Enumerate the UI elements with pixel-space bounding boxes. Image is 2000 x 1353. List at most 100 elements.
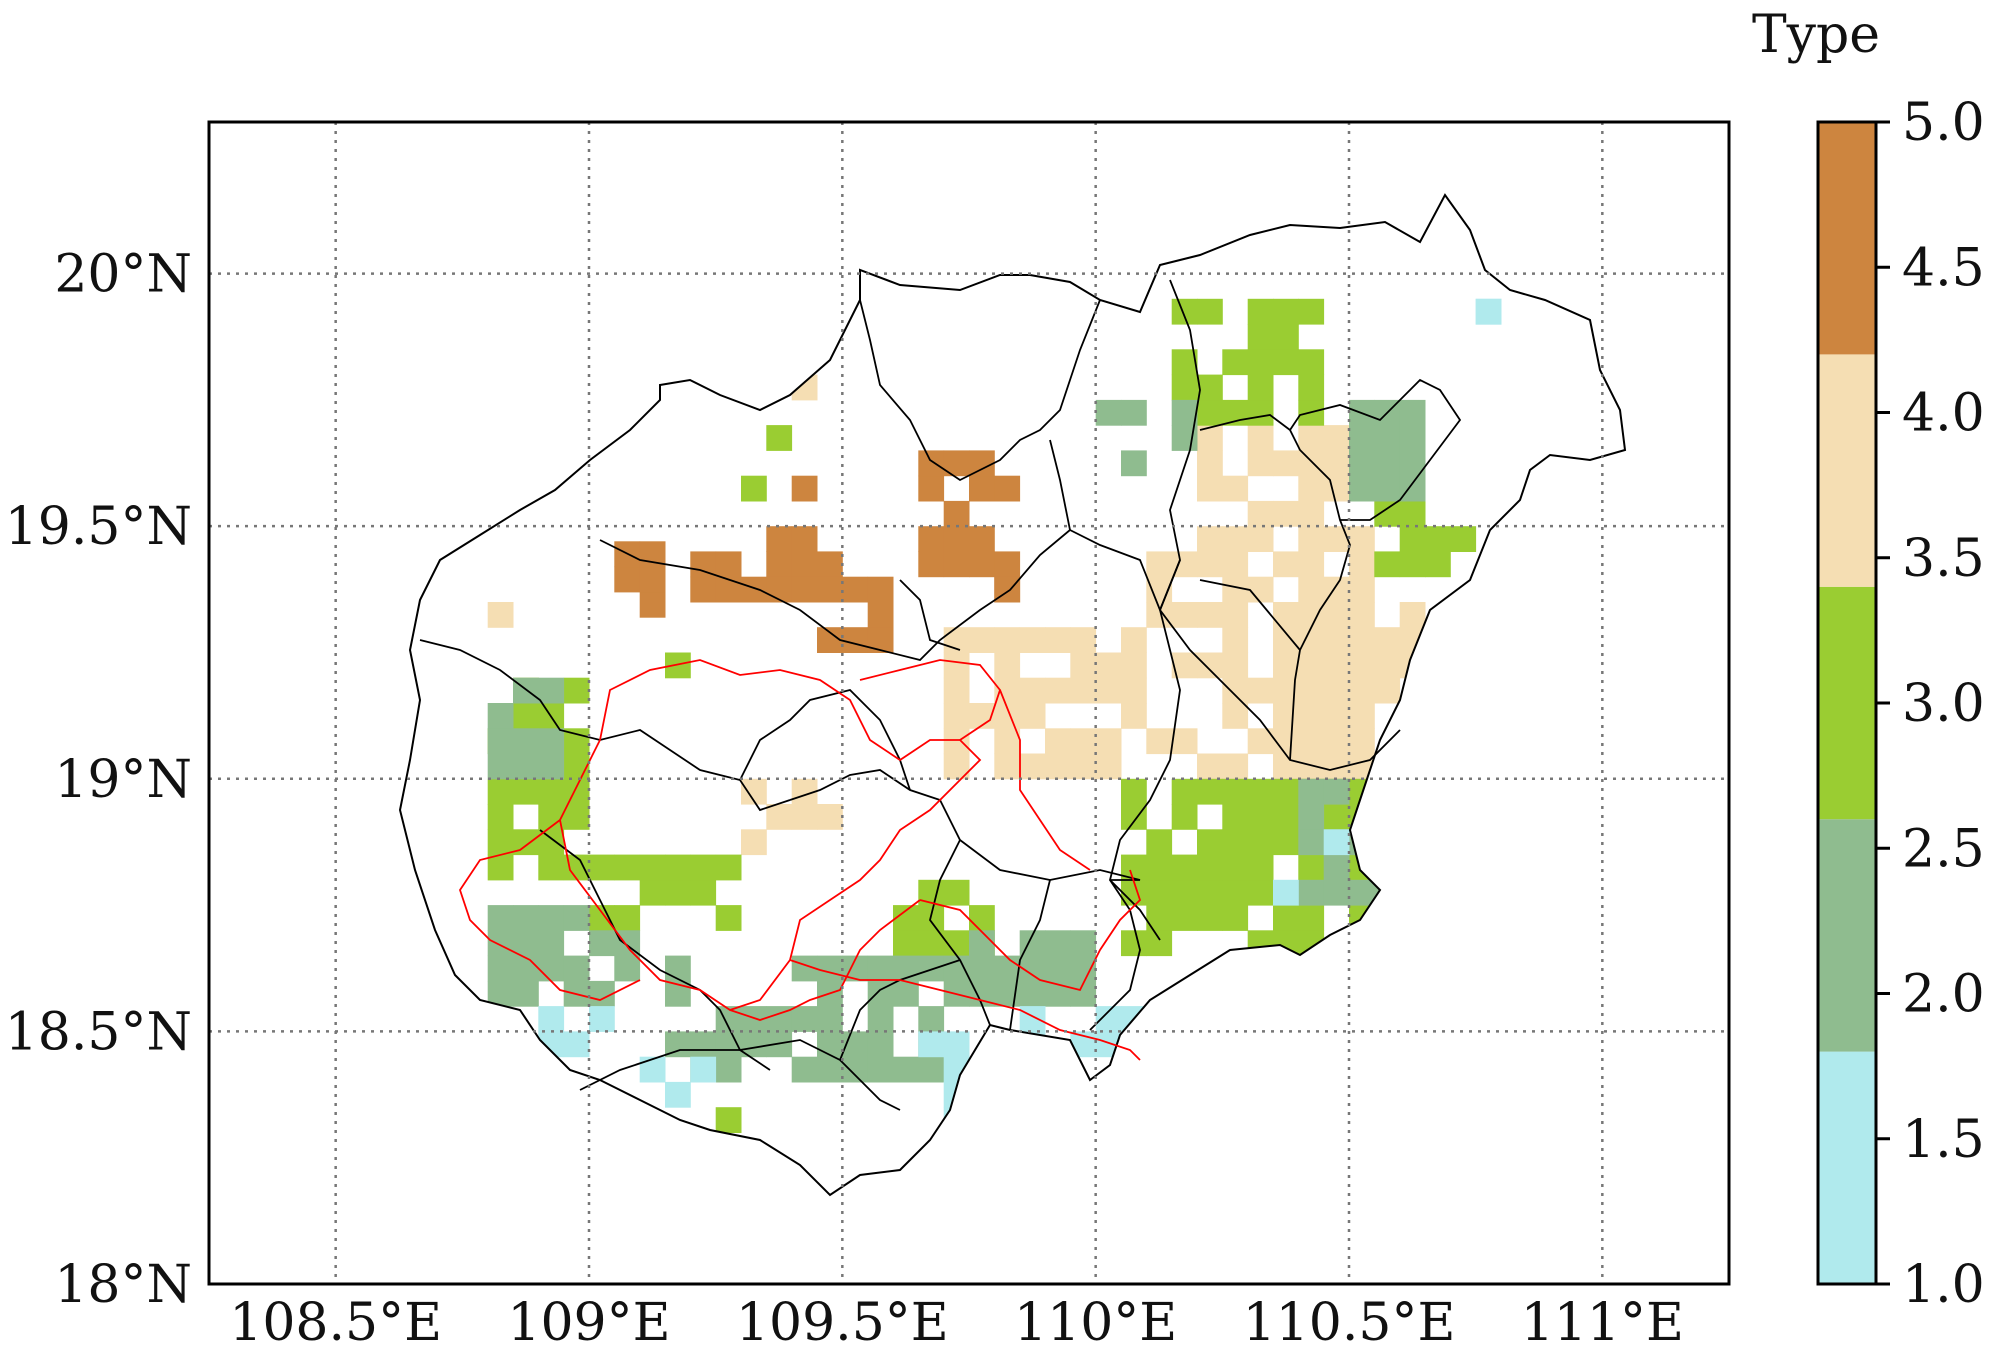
raster-cell-type-2 — [867, 1031, 894, 1058]
raster-cell-type-1 — [1019, 1006, 1046, 1032]
raster-cell-type-2 — [1399, 425, 1426, 451]
raster-cell-type-4 — [1273, 728, 1299, 755]
raster-cell-type-4 — [1323, 652, 1350, 679]
raster-cell-type-3 — [1171, 778, 1198, 805]
raster-cell-type-3 — [943, 879, 970, 906]
raster-cell-type-5 — [766, 526, 793, 552]
raster-cell-type-3 — [589, 905, 615, 931]
raster-cell-type-4 — [1070, 753, 1097, 780]
raster-cell-type-5 — [994, 475, 1021, 502]
raster-cell-type-2 — [1323, 879, 1350, 906]
raster-cell-type-4 — [1222, 551, 1249, 578]
raster-cell-type-3 — [487, 778, 514, 805]
lon-tick-label: 109°E — [507, 1293, 670, 1353]
raster-cell-type-2 — [614, 955, 641, 982]
colorbar-swatch-type-4 — [1818, 354, 1876, 587]
raster-cell-type-4 — [1197, 602, 1223, 628]
raster-cell-type-2 — [1349, 450, 1375, 477]
raster-cell-type-2 — [690, 1031, 717, 1058]
raster-cell-type-4 — [1298, 627, 1325, 653]
raster-cell-type-5 — [867, 627, 894, 653]
raster-cell-type-4 — [1222, 753, 1249, 780]
raster-cell-type-2 — [791, 1006, 818, 1032]
raster-cell-type-2 — [1121, 450, 1147, 477]
raster-cell-type-4 — [1171, 602, 1198, 628]
raster-cell-type-3 — [1247, 804, 1274, 830]
raster-cell-type-3 — [969, 905, 995, 931]
colorbar-tick-label: 1.0 — [1902, 1255, 1985, 1315]
colorbar-tick-label: 2.0 — [1902, 965, 1985, 1025]
raster-cell-type-1 — [943, 1056, 970, 1083]
raster-cell-type-3 — [1171, 804, 1198, 830]
raster-cell-type-4 — [1222, 677, 1249, 704]
raster-cell-type-4 — [1247, 450, 1274, 477]
map-frame — [207, 120, 1731, 1286]
raster-cell-type-5 — [867, 602, 894, 628]
longitude-axis: 108.5°E 109°E 109.5°E 110°E 110.5°E 111°E — [229, 1293, 1684, 1353]
raster-cell-type-4 — [1323, 627, 1350, 653]
raster-cell-type-2 — [893, 980, 919, 1007]
raster-cell-type-4 — [1121, 703, 1147, 729]
raster-cell-type-1 — [690, 1056, 717, 1083]
raster-cell-type-4 — [1273, 551, 1299, 578]
raster-cell-type-2 — [1399, 399, 1426, 426]
raster-cell-type-5 — [969, 475, 995, 502]
raster-cell-type-4 — [1323, 677, 1350, 704]
raster-cell-type-3 — [1273, 298, 1299, 325]
raster-cell-type-4 — [791, 804, 818, 830]
raster-cell-type-4 — [487, 602, 514, 628]
raster-cell-type-2 — [1374, 854, 1401, 881]
raster-cell-type-4 — [1374, 627, 1401, 653]
raster-cell-type-4 — [1399, 652, 1426, 679]
raster-cell-type-4 — [1323, 450, 1350, 477]
raster-cell-type-3 — [918, 930, 945, 957]
raster-cell-type-2 — [1298, 778, 1325, 805]
raster-cell-type-2 — [867, 1006, 894, 1032]
raster-cell-type-3 — [639, 854, 666, 881]
raster-cell-type-3 — [1197, 879, 1223, 906]
raster-cell-type-5 — [791, 526, 818, 552]
raster-cell-type-3 — [1146, 930, 1173, 957]
raster-cell-type-2 — [563, 955, 590, 982]
raster-cell-type-4 — [1197, 450, 1223, 477]
raster-cell-type-3 — [487, 854, 514, 881]
raster-cell-type-4 — [1197, 551, 1223, 578]
colorbar-swatch-type-3 — [1818, 586, 1876, 820]
raster-cell-type-2 — [817, 955, 843, 982]
raster-cell-type-2 — [969, 930, 995, 957]
raster-cell-type-5 — [969, 551, 995, 578]
raster-cell-type-2 — [538, 753, 565, 780]
raster-cell-type-3 — [1273, 349, 1299, 376]
raster-cell-type-4 — [1273, 500, 1299, 527]
raster-cell-type-4 — [1349, 526, 1375, 552]
raster-cell-type-3 — [1121, 930, 1147, 957]
raster-cell-type-1 — [969, 1081, 995, 1108]
lon-tick-label: 108.5°E — [229, 1293, 442, 1353]
raster-cell-type-2 — [1298, 804, 1325, 830]
raster-cell-type-2 — [1374, 475, 1401, 502]
raster-cell-type-4 — [1095, 753, 1122, 780]
raster-cell-type-5 — [791, 475, 818, 502]
raster-cell-type-4 — [1298, 475, 1325, 502]
raster-cell-type-3 — [563, 677, 590, 704]
raster-cell-type-4 — [1298, 602, 1325, 628]
raster-cell-type-3 — [1349, 854, 1375, 881]
raster-cell-type-2 — [513, 728, 539, 755]
raster-cell-type-2 — [487, 728, 514, 755]
raster-cell-type-4 — [1298, 526, 1325, 552]
raster-cell-type-2 — [867, 1056, 894, 1083]
raster-cell-type-2 — [1323, 778, 1350, 805]
raster-cell-type-4 — [1349, 677, 1375, 704]
raster-cell-type-3 — [918, 879, 945, 906]
raster-cell-type-3 — [665, 854, 691, 881]
raster-cell-type-3 — [1247, 349, 1274, 376]
raster-cell-type-2 — [487, 930, 514, 957]
raster-cell-type-4 — [1070, 627, 1097, 653]
raster-cell-type-1 — [589, 1006, 615, 1032]
raster-cell-type-2 — [513, 930, 539, 957]
gridlines — [209, 122, 1729, 1284]
raster-cell-type-3 — [1298, 905, 1325, 931]
raster-cell-type-5 — [791, 576, 818, 603]
raster-cell-type-4 — [791, 374, 818, 401]
raster-cell-type-3 — [614, 854, 641, 881]
